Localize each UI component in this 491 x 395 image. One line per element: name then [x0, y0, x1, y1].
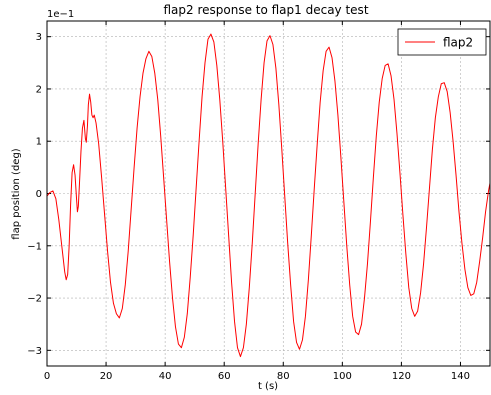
- y-tick-label: −2: [27, 294, 42, 305]
- x-tick-label: 40: [159, 371, 172, 382]
- x-tick-label: 60: [218, 371, 231, 382]
- y-tick-label: 0: [36, 189, 42, 200]
- y-tick-label: −3: [27, 346, 42, 357]
- legend-label-flap2: flap2: [443, 36, 473, 50]
- x-axis-label: t (s): [258, 381, 278, 392]
- y-tick-label: 2: [36, 84, 42, 95]
- plot-frame: [46, 20, 491, 367]
- series-line-flap2: [46, 33, 491, 358]
- x-tick-label: 120: [392, 371, 411, 382]
- x-tick-label: 20: [100, 371, 113, 382]
- legend-box: [397, 28, 487, 56]
- legend: flap2: [397, 28, 487, 56]
- x-tick-label: 100: [333, 371, 352, 382]
- grid: [46, 21, 490, 366]
- ticks: 0 20 40 60 80 100 120 140 −3 −2 −1 0 1 2 3: [27, 21, 490, 382]
- chart-title: flap2 response to flap1 decay test: [163, 3, 368, 17]
- y-scale-label: 1e−1: [47, 9, 74, 20]
- y-tick-label: 1: [36, 137, 42, 148]
- x-tick-label: 0: [44, 371, 50, 382]
- y-tick-label: 3: [36, 32, 42, 43]
- x-tick-label: 80: [277, 371, 290, 382]
- x-tick-label: 140: [451, 371, 470, 382]
- y-axis-label: flap position (deg): [11, 148, 22, 239]
- y-tick-label: −1: [27, 241, 42, 252]
- series: [46, 33, 491, 358]
